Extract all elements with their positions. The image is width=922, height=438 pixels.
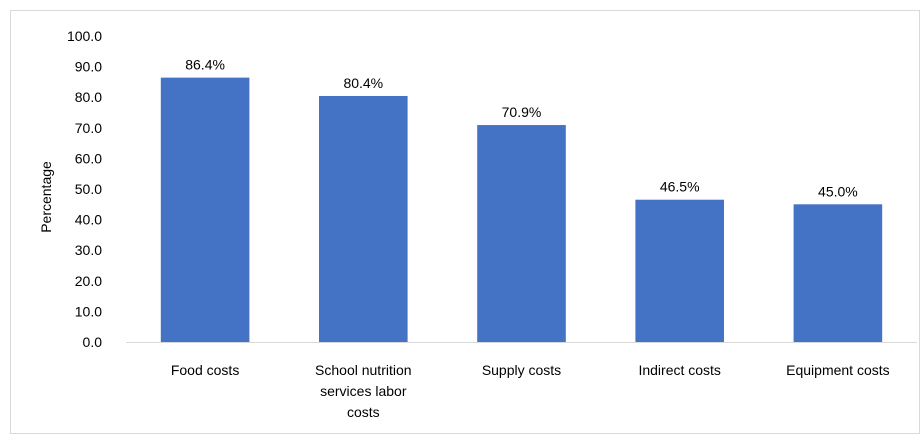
y-tick-label: 70.0 xyxy=(75,120,102,136)
bar xyxy=(319,95,408,342)
chart-frame: Percentage 0.0 10.0 20.0 30.0 40.0 50.0 60.0 70… xyxy=(10,10,920,434)
y-tick-label: 10.0 xyxy=(75,303,102,319)
y-tick-label: 0.0 xyxy=(83,334,103,350)
x-tick-label-line: Equipment costs xyxy=(786,362,890,378)
x-tick-label: School nutrition services labor costs xyxy=(315,362,412,420)
x-tick-label-line: Indirect costs xyxy=(638,362,720,378)
x-tick-label-line: services labor xyxy=(320,383,407,399)
x-tick-label-line: School nutrition xyxy=(315,362,412,378)
y-tick-label: 50.0 xyxy=(75,181,102,197)
x-tick-label-line: Supply costs xyxy=(482,362,561,378)
y-tick-label: 90.0 xyxy=(75,59,102,75)
bar-data-label: 45.0% xyxy=(818,183,858,199)
y-tick-label: 30.0 xyxy=(75,242,102,258)
y-tick-label: 80.0 xyxy=(75,89,102,105)
bar xyxy=(160,77,250,342)
y-tick-label: 40.0 xyxy=(75,212,102,228)
bar xyxy=(793,204,883,342)
y-tick-label: 100.0 xyxy=(67,28,102,44)
bar xyxy=(635,199,724,342)
y-tick-label: 20.0 xyxy=(75,273,102,289)
x-tick-label-line: costs xyxy=(347,404,380,420)
bar xyxy=(477,125,566,343)
y-tick-label: 60.0 xyxy=(75,150,102,166)
bar-chart: Percentage 0.0 10.0 20.0 30.0 40.0 50.0 60.0 70… xyxy=(38,28,917,420)
bar-data-label: 70.9% xyxy=(502,104,542,120)
y-axis-title-group: Percentage xyxy=(38,161,54,233)
bar-data-label: 80.4% xyxy=(343,75,383,91)
x-axis-ticks: Food costs School nutrition services labor… xyxy=(171,362,890,420)
bars xyxy=(160,77,883,343)
x-tick-label: Equipment costs xyxy=(786,362,890,378)
y-axis-title: Percentage xyxy=(38,161,54,233)
data-labels: 86.4% 80.4% 70.9% 46.5% 45.0% xyxy=(185,57,858,200)
y-axis-ticks: 0.0 10.0 20.0 30.0 40.0 50.0 60.0 70.0 80.0 90.0 1… xyxy=(67,28,102,350)
bar-data-label: 46.5% xyxy=(660,179,700,195)
x-tick-label: Indirect costs xyxy=(638,362,720,378)
x-tick-label: Food costs xyxy=(171,362,239,378)
x-tick-label-line: Food costs xyxy=(171,362,239,378)
x-tick-label: Supply costs xyxy=(482,362,561,378)
bar-data-label: 86.4% xyxy=(185,57,225,73)
